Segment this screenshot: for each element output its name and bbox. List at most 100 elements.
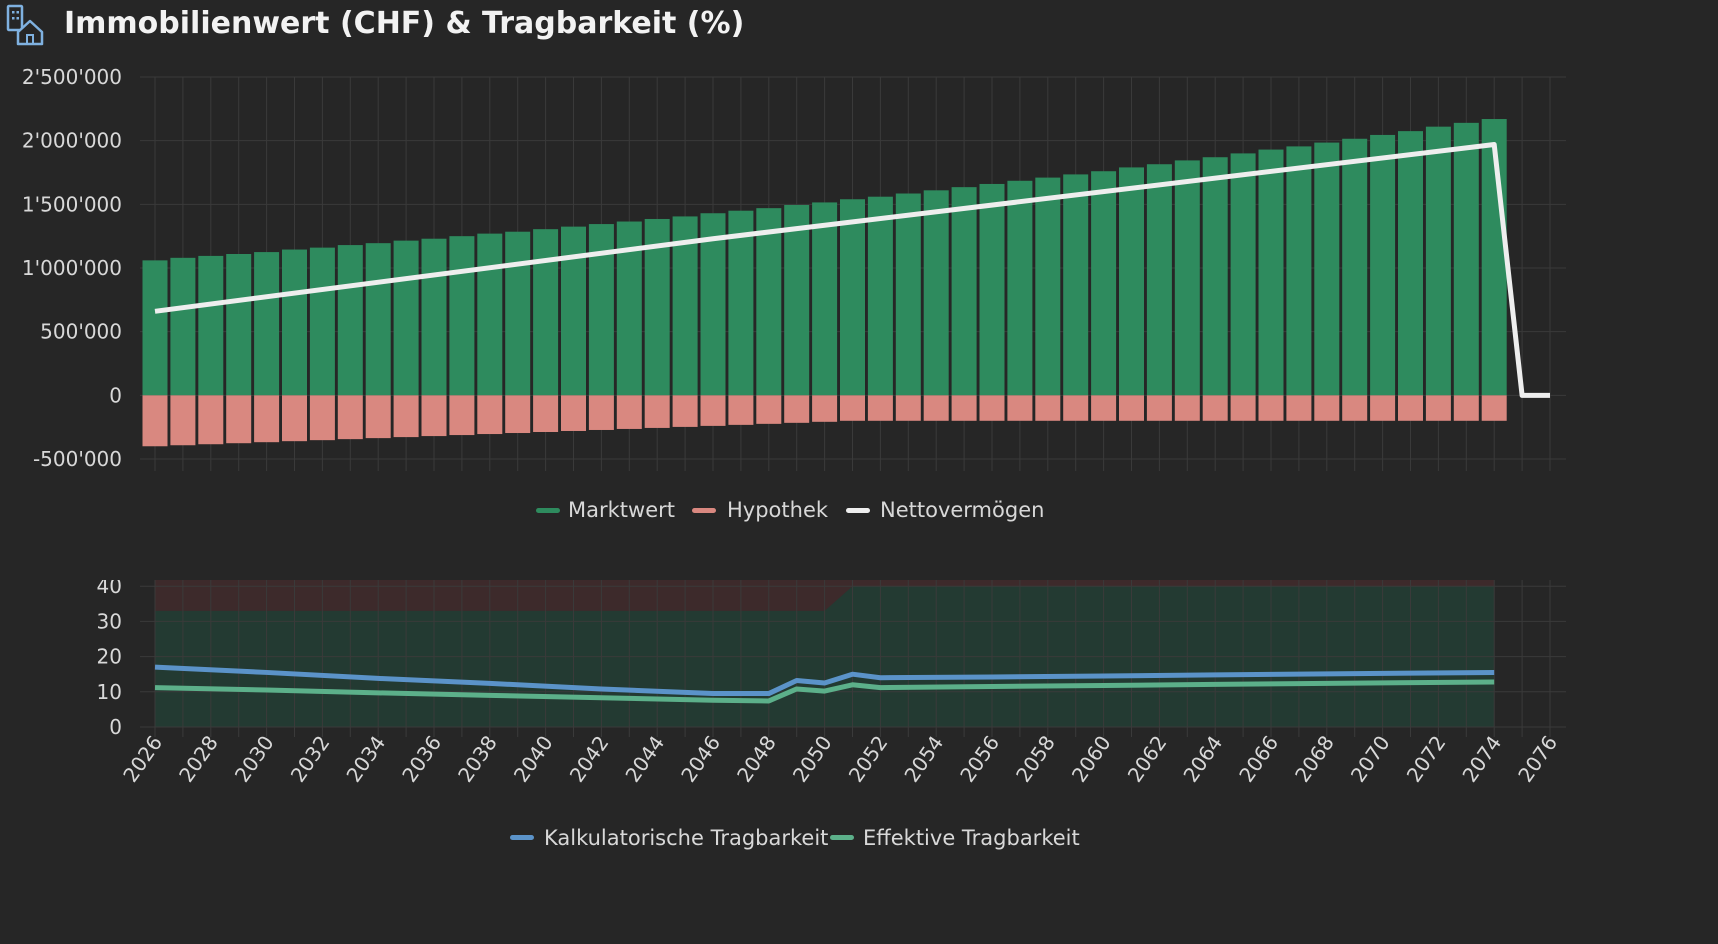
- bar-hypothek: [1258, 395, 1284, 421]
- x-tick-label: 2030: [230, 731, 279, 786]
- bar-marktwert: [505, 231, 531, 396]
- x-tick-label: 2072: [1402, 731, 1451, 786]
- bar-marktwert: [756, 208, 782, 396]
- bar-marktwert: [1286, 146, 1312, 396]
- bar-hypothek: [337, 395, 363, 440]
- bar-marktwert: [309, 247, 335, 396]
- bar-hypothek: [672, 395, 698, 427]
- bar-marktwert: [812, 202, 838, 396]
- bar-marktwert: [1370, 134, 1396, 396]
- x-tick-label: 2060: [1067, 731, 1116, 786]
- bar-marktwert: [923, 190, 949, 396]
- bar-marktwert: [1230, 153, 1256, 396]
- bar-marktwert: [784, 204, 810, 396]
- x-tick-label: 2068: [1290, 731, 1339, 786]
- bar-marktwert: [1035, 177, 1061, 396]
- bar-marktwert: [1398, 131, 1423, 396]
- x-tick-label: 2056: [955, 731, 1004, 786]
- bar-hypothek: [951, 395, 977, 421]
- x-tick-label: 2038: [453, 731, 502, 786]
- bar-hypothek: [700, 395, 726, 426]
- bar-hypothek: [1342, 395, 1368, 421]
- bar-marktwert: [1119, 167, 1144, 396]
- y-tick-label: -500'000: [33, 447, 122, 471]
- legend-swatch: [846, 508, 870, 513]
- y-tick-label: 500'000: [40, 320, 122, 344]
- legend-swatch: [692, 508, 716, 513]
- bar-hypothek: [1481, 395, 1507, 421]
- bar-marktwert: [895, 193, 921, 396]
- y-tick-label: 1'000'000: [22, 256, 122, 280]
- y-tick-label: 30: [97, 609, 122, 633]
- bar-hypothek: [282, 395, 307, 442]
- bar-marktwert: [1314, 142, 1340, 396]
- bar-marktwert: [170, 257, 196, 396]
- bar-hypothek: [616, 395, 642, 429]
- legend-label: Marktwert: [568, 498, 675, 522]
- y-tick-label: 40: [97, 580, 122, 598]
- x-tick-label: 2066: [1234, 731, 1283, 786]
- y-tick-label: 10: [97, 680, 122, 704]
- bar-marktwert: [365, 243, 391, 396]
- bar-marktwert: [1425, 126, 1451, 396]
- bar-hypothek: [1286, 395, 1312, 421]
- bar-hypothek: [421, 395, 447, 437]
- legend-swatch: [830, 835, 854, 840]
- legend-swatch: [510, 835, 534, 840]
- bar-marktwert: [1007, 180, 1033, 396]
- legend-label: Hypothek: [727, 498, 829, 522]
- legend-label: Nettovermögen: [880, 498, 1044, 522]
- bar-hypothek: [1174, 395, 1200, 421]
- bar-marktwert: [1202, 157, 1228, 396]
- bar-hypothek: [226, 395, 252, 444]
- x-tick-label: 2070: [1346, 731, 1395, 786]
- bar-marktwert: [142, 260, 168, 396]
- bar-hypothek: [533, 395, 559, 433]
- bar-hypothek: [644, 395, 670, 428]
- bar-hypothek: [923, 395, 949, 421]
- bar-marktwert: [1453, 122, 1479, 396]
- bar-hypothek: [840, 395, 865, 421]
- bar-hypothek: [449, 395, 475, 436]
- y-tick-label: 0: [109, 383, 122, 407]
- bar-hypothek: [1146, 395, 1172, 421]
- bar-marktwert: [951, 187, 977, 396]
- bar-hypothek: [1035, 395, 1061, 421]
- bar-hypothek: [365, 395, 391, 439]
- bar-hypothek: [1091, 395, 1117, 421]
- bar-marktwert: [1063, 174, 1089, 396]
- bar-marktwert: [979, 183, 1005, 396]
- line-nettovermoegen: [154, 141, 1550, 398]
- bar-marktwert: [337, 245, 363, 396]
- x-tick-label: 2034: [341, 731, 390, 786]
- bar-marktwert: [1091, 171, 1117, 396]
- bar-hypothek: [505, 395, 531, 434]
- bar-hypothek: [1230, 395, 1256, 421]
- bar-marktwert: [672, 216, 698, 396]
- bar-hypothek: [588, 395, 614, 430]
- bar-hypothek: [979, 395, 1005, 421]
- bar-marktwert: [561, 226, 586, 396]
- y-tick-label: 0: [109, 715, 122, 739]
- bar-hypothek: [728, 395, 754, 425]
- bar-hypothek: [309, 395, 335, 441]
- x-tick-label: 2054: [899, 731, 948, 786]
- bar-hypothek: [812, 395, 838, 422]
- bar-hypothek: [1314, 395, 1340, 421]
- bar-marktwert: [198, 255, 224, 396]
- tragbarkeit-chart: 5040302010020262028203020322034203620382…: [97, 580, 1566, 850]
- x-tick-label: 2036: [397, 731, 446, 786]
- x-tick-label: 2044: [620, 731, 669, 786]
- x-tick-label: 2028: [174, 731, 223, 786]
- x-tick-label: 2026: [118, 731, 167, 786]
- chart-header: Immobilienwert (CHF) & Tragbarkeit (%): [0, 0, 1718, 56]
- legend-label: Effektive Tragbarkeit: [863, 826, 1080, 850]
- bar-hypothek: [170, 395, 196, 446]
- bar-marktwert: [421, 238, 447, 396]
- immobilienwert-chart: 2'500'000 2'000'000 1'500'000 1'000'000 500'…: [22, 65, 1566, 522]
- bar-hypothek: [561, 395, 586, 431]
- bar-marktwert: [477, 233, 503, 396]
- y-tick-label: 20: [97, 645, 122, 669]
- x-tick-label: 2046: [676, 731, 725, 786]
- bar-hypothek: [1202, 395, 1228, 421]
